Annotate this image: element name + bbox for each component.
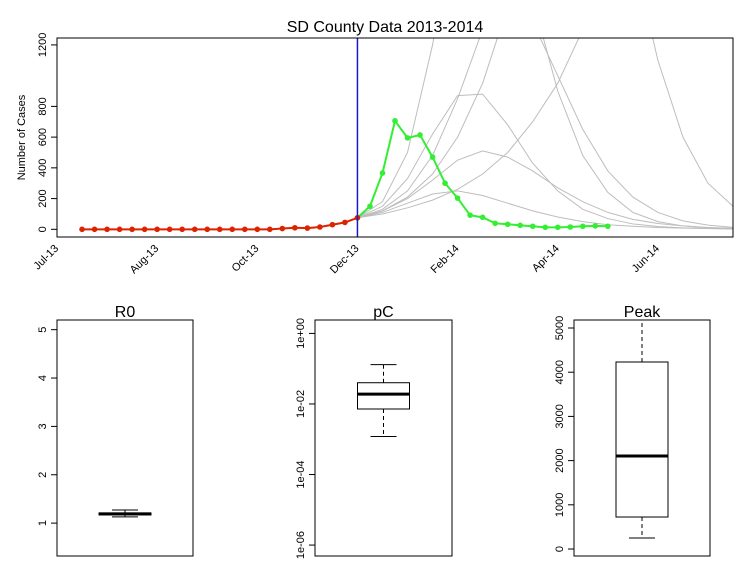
series-line [357,150,733,229]
y-tick-label: 1e-02 [295,390,307,418]
point [542,224,549,231]
point [367,203,373,210]
point [267,226,273,233]
x-tick-label: Oct-13 [230,243,262,275]
plot-frame [56,37,734,238]
y-tick-label: 1200 [37,33,49,57]
point [554,224,561,231]
y-tick-label: 800 [37,97,49,115]
point [254,226,261,233]
panel-title: Peak [624,304,661,321]
point [116,226,123,233]
x-tick-label: Feb-14 [429,243,462,276]
y-tick-label: 400 [37,159,49,177]
point [279,225,286,232]
point [329,221,336,228]
series-line [357,93,733,230]
y-tick-label: 5000 [554,316,566,340]
point [79,226,85,233]
y-tick-label: 0 [554,546,566,552]
point [104,226,110,233]
series-line [357,190,733,230]
plot-frame [573,319,711,557]
plot-area [79,38,733,233]
point [504,221,511,228]
plot-frame [314,319,453,557]
y-tick-label: 4 [37,375,49,381]
point [429,154,436,160]
panel-title: R0 [115,304,136,321]
x-tick-label: Aug-13 [128,243,162,277]
series-line [357,38,733,219]
point [454,195,461,201]
y-tick-label: 5 [37,327,49,333]
series-line [357,38,580,219]
point [442,180,448,187]
point [605,223,611,230]
y-tick-label: 1e+00 [295,318,307,349]
point [154,226,160,233]
point [404,135,411,141]
series-line [357,38,733,228]
y-tick-label: 1e-06 [295,531,307,559]
y-tick-label: 1 [37,520,49,526]
y-tick-label: 3 [37,423,49,429]
point [216,226,223,233]
point [467,212,473,218]
point [292,224,298,231]
x-tick-label: Dec-13 [328,243,362,277]
point [91,226,98,233]
y-tick-label: 0 [37,226,49,232]
point [166,226,173,233]
series-line [357,38,733,230]
point [141,226,148,233]
point [342,219,348,226]
chart-title: SD County Data 2013-2014 [287,19,484,36]
point [229,226,236,233]
point [204,226,211,233]
point [579,223,586,230]
x-tick-label: Jul-13 [31,243,61,273]
x-tick-label: Jun-14 [630,243,662,275]
point [317,224,323,230]
point [517,222,523,229]
point [392,118,398,124]
y-tick-label: 2 [37,472,49,478]
y-tick-label: 200 [37,189,49,207]
y-tick-label: 600 [37,128,49,146]
y-tick-label: 1000 [554,493,566,517]
point [567,224,574,230]
point [492,220,498,227]
point [241,226,248,233]
point [304,225,311,231]
box [615,361,669,518]
point [179,226,185,233]
point [417,132,423,138]
point [191,226,198,233]
point [129,226,135,233]
y-axis-label: Number of Cases [16,94,28,180]
point [379,170,386,176]
y-tick-label: 3000 [554,404,566,428]
panel-title: pC [373,304,393,321]
y-tick-label: 2000 [554,448,566,472]
box [357,382,410,410]
x-tick-label: Apr-14 [530,243,562,275]
point [479,214,486,221]
plot-frame [56,319,194,557]
point [529,223,536,230]
point [592,223,599,229]
y-tick-label: 1e-04 [295,460,307,488]
y-tick-label: 4000 [554,360,566,384]
